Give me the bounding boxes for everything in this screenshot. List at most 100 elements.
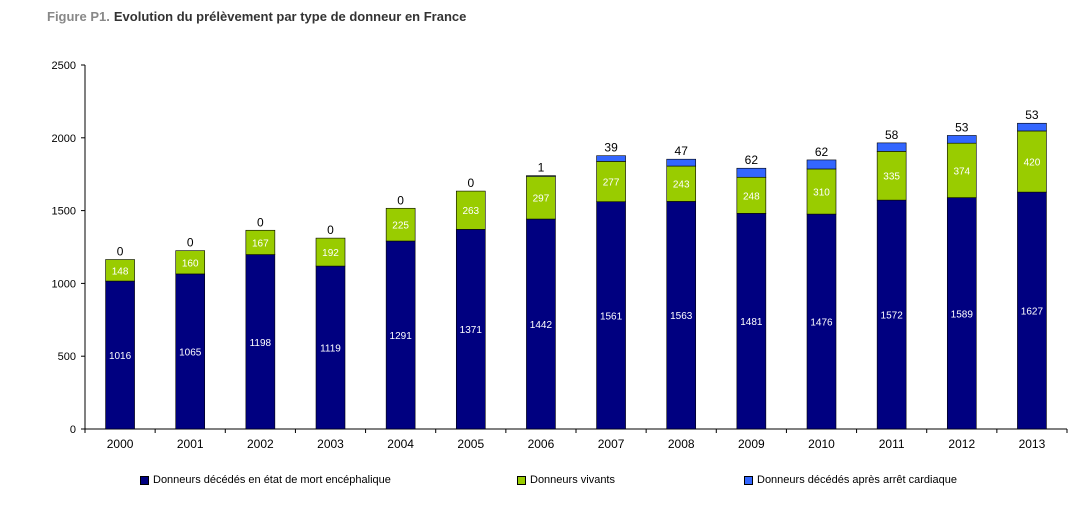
data-label-2002-s1: 167 (252, 238, 269, 249)
data-label-2004-s0: 1291 (390, 331, 413, 342)
data-label-2008-s1: 243 (673, 180, 690, 191)
data-label-2003-s1: 192 (322, 248, 339, 259)
x-tick-label-2003: 2003 (317, 437, 344, 451)
y-tick-label: 1000 (52, 278, 76, 290)
legend-label-living: Donneurs vivants (530, 474, 615, 486)
bar-segment-2013-s0 (1017, 191, 1047, 430)
bar-segment-2001-s1 (175, 250, 206, 275)
y-tick-label: 500 (58, 351, 76, 363)
legend-item-living: Donneurs vivants (517, 474, 615, 486)
legend-swatch-cardiac-arrest (744, 475, 753, 485)
data-label-2006-s1: 297 (533, 193, 550, 204)
bar-segment-2008-s2 (666, 158, 697, 167)
data-label-2008-s2: 47 (675, 144, 689, 158)
bar-segment-2010-s0 (806, 213, 837, 430)
x-tick-label-2006: 2006 (528, 437, 555, 451)
x-tick-label-2002: 2002 (247, 437, 274, 451)
data-label-2005-s1: 263 (462, 206, 479, 217)
bar-segment-2013-s1 (1017, 130, 1047, 193)
x-tick-label-2005: 2005 (457, 437, 484, 451)
x-tick-label-2004: 2004 (387, 437, 414, 451)
y-tick-label: 0 (70, 424, 76, 436)
x-tick-label-2012: 2012 (948, 437, 975, 451)
data-label-2005-s0: 1371 (460, 325, 483, 336)
bar-segment-2009-s2 (736, 167, 767, 178)
x-tick-label-2008: 2008 (668, 437, 695, 451)
figure-number: Figure P1. (47, 9, 110, 24)
bar-segment-2004-s0 (385, 240, 416, 430)
bar-segment-2000-s0 (105, 280, 135, 430)
bar-segment-2006-s0 (526, 218, 556, 430)
bar-segment-2000-s1 (105, 259, 135, 282)
x-tick-label-2010: 2010 (808, 437, 835, 451)
data-label-2000-s1: 148 (112, 266, 129, 277)
data-label-2003-s2: 0 (327, 223, 334, 237)
bar-segment-2001-s0 (175, 273, 206, 430)
bar-segment-2009-s1 (736, 176, 767, 214)
bar-segment-2011-s0 (876, 199, 907, 430)
bar-segment-2006-s2 (526, 175, 556, 177)
data-label-2009-s1: 248 (743, 191, 760, 202)
bar-segment-2010-s1 (806, 168, 837, 215)
bar-segment-2007-s1 (596, 161, 626, 203)
figure-title-text: Evolution du prélèvement par type de don… (113, 9, 467, 24)
figure-title: Figure P1. Evolution du prélèvement par t… (47, 9, 466, 24)
data-label-2002-s0: 1198 (250, 338, 272, 349)
bar-segment-2013-s2 (1017, 122, 1047, 132)
data-label-2007-s2: 39 (604, 141, 618, 155)
x-tick-label-2013: 2013 (1019, 437, 1046, 451)
bar-segment-2009-s0 (736, 213, 767, 430)
y-tick-label: 2000 (52, 133, 76, 145)
legend-item-brain-death: Donneurs décédés en état de mort encépha… (140, 474, 391, 486)
bar-segment-2010-s2 (806, 159, 837, 170)
data-label-2002-s2: 0 (257, 215, 264, 229)
data-label-2009-s2: 62 (745, 153, 759, 167)
legend-swatch-living (517, 475, 526, 485)
x-tick-label-2009: 2009 (738, 437, 765, 451)
x-tick-label-2000: 2000 (107, 437, 134, 451)
data-label-2013-s0: 1627 (1021, 307, 1044, 318)
bar-segment-2007-s2 (596, 155, 626, 162)
bar-segment-2012-s1 (946, 142, 977, 198)
data-label-2000-s0: 1016 (109, 351, 132, 362)
data-label-2003-s0: 1119 (320, 344, 341, 355)
data-label-2000-s2: 0 (117, 245, 124, 259)
data-label-2011-s1: 335 (883, 172, 900, 183)
data-label-2001-s1: 160 (182, 258, 199, 269)
data-label-2001-s2: 0 (187, 236, 194, 250)
data-label-2004-s1: 225 (392, 221, 409, 232)
bar-segment-2005-s0 (455, 229, 486, 430)
x-tick-label-2007: 2007 (598, 437, 625, 451)
bar-segment-2005-s1 (455, 190, 486, 230)
data-label-2011-s2: 58 (885, 128, 899, 142)
data-label-2001-s0: 1065 (179, 347, 202, 358)
bar-segment-2007-s0 (596, 201, 626, 430)
bar-segment-2006-s1 (526, 175, 556, 220)
data-label-2013-s2: 53 (1025, 108, 1039, 122)
data-label-2012-s1: 374 (953, 166, 970, 177)
legend-label-brain-death: Donneurs décédés en état de mort encépha… (153, 474, 391, 486)
data-label-2011-s0: 1572 (881, 311, 904, 322)
data-label-2010-s2: 62 (815, 145, 829, 159)
data-label-2006-s0: 1442 (530, 320, 553, 331)
data-label-2007-s1: 277 (603, 178, 620, 189)
bar-segment-2003-s0 (315, 265, 346, 430)
legend-swatch-brain-death (140, 475, 149, 485)
data-label-2006-s2: 1 (538, 161, 545, 175)
bar-segment-2003-s1 (315, 237, 346, 267)
x-tick-label-2011: 2011 (879, 437, 905, 451)
bar-segment-2004-s1 (385, 207, 416, 242)
data-label-2010-s1: 310 (813, 188, 830, 199)
y-tick-label: 1500 (52, 206, 76, 218)
data-label-2013-s1: 420 (1024, 158, 1041, 169)
legend-item-cardiac-arrest: Donneurs décédés après arrêt cardiaque (744, 474, 957, 486)
data-label-2005-s2: 0 (467, 176, 474, 190)
bar-segment-2002-s1 (245, 229, 276, 255)
data-label-2012-s0: 1589 (951, 309, 974, 320)
data-label-2007-s0: 1561 (600, 311, 623, 322)
x-tick-label-2001: 2001 (177, 437, 204, 451)
data-label-2010-s0: 1476 (810, 318, 833, 329)
data-label-2008-s0: 1563 (670, 311, 693, 322)
data-label-2004-s2: 0 (397, 193, 404, 207)
bar-segment-2008-s1 (666, 165, 697, 202)
